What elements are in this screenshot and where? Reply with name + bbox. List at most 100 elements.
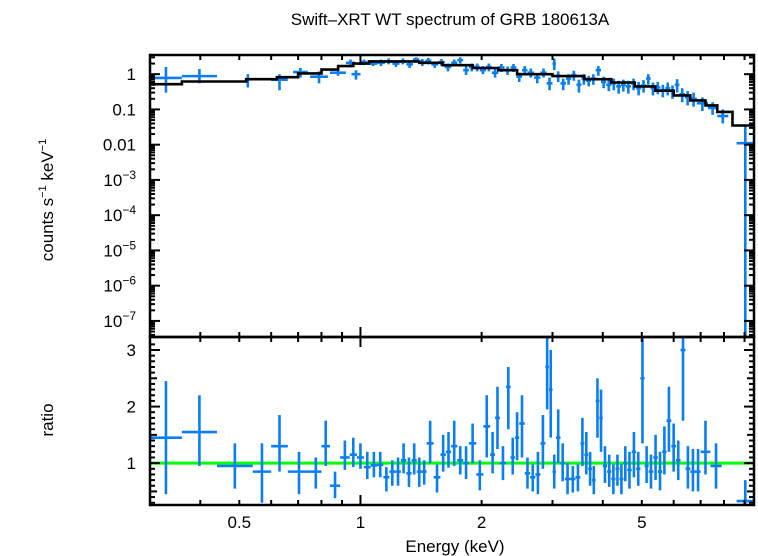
ratio-data-point: [623, 446, 628, 482]
ylabel-counts: counts s: [38, 198, 57, 261]
ratio-data-point: [535, 451, 541, 495]
ratio-data-point: [631, 432, 637, 478]
ratio-data-point: [519, 395, 525, 458]
ratio-data-point: [710, 443, 722, 489]
chart-title: Swift–XRT WT spectrum of GRB 180613A: [291, 10, 610, 29]
ratio-data-point: [400, 443, 407, 474]
x-tick-label: 5: [637, 513, 646, 532]
ratio-data-point: [271, 415, 288, 472]
x-tick-label: 2: [477, 513, 486, 532]
ratio-data-point: [636, 451, 641, 486]
ratio-data-point: [329, 471, 341, 499]
ratio-data-point: [640, 337, 645, 444]
ylabel-kev: keV: [38, 151, 57, 186]
ratio-data-point: [570, 465, 576, 493]
ratio-data-point: [653, 434, 658, 481]
spectrum-data-point: [560, 78, 566, 91]
ratio-data-point: [490, 432, 496, 474]
spectrum-data-point: [463, 66, 469, 75]
ratio-data-point: [680, 337, 686, 421]
ratio-data-point: [607, 454, 612, 487]
ratio-data-point: [440, 434, 446, 472]
ylabel-exp2: −1: [37, 139, 49, 152]
ratio-y-tick-labels: 1 2 3: [127, 341, 136, 473]
ratio-data-point: [421, 460, 427, 485]
ratio-data-point: [595, 378, 600, 438]
ratio-data-point: [575, 464, 581, 492]
ratio-data-point: [411, 443, 417, 475]
ratio-data-point: [619, 464, 624, 495]
ratio-data-point: [514, 412, 520, 461]
ratio-data-point: [499, 446, 507, 481]
ratio-data-point: [700, 420, 711, 475]
y-tick-label: 1: [127, 454, 136, 473]
y-tick-label: 2: [127, 398, 136, 417]
y-tick-label: 0.1: [112, 100, 136, 119]
y-tick-label: 10−5: [103, 238, 136, 260]
ratio-data-point: [340, 440, 350, 470]
spectrum-data-points: [150, 57, 754, 337]
x-axis-label: Energy (keV): [405, 537, 504, 556]
ratio-data-point: [426, 420, 434, 464]
spectrum-data-point: [606, 79, 612, 92]
ratio-data-point: [540, 415, 546, 469]
ratio-data-point: [349, 437, 357, 468]
spectrum-data-point: [665, 82, 671, 96]
ratio-data-point: [666, 386, 672, 452]
ratio-data-point: [383, 467, 390, 492]
spectrum-data-point: [491, 69, 499, 78]
spectrum-data-point: [150, 66, 182, 93]
spectrum-data-point: [576, 79, 582, 93]
ratio-data-point: [150, 381, 182, 495]
ratio-data-point: [495, 386, 500, 449]
y-tick-label: 3: [127, 341, 136, 360]
spectrum-data-point: [351, 70, 361, 80]
spectrum-data-point: [546, 77, 553, 91]
ratio-data-point: [564, 463, 571, 495]
ratio-data-point: [181, 395, 217, 466]
ratio-data-point: [675, 440, 681, 481]
ratio-y-axis-label: ratio: [38, 403, 57, 436]
ratio-plot-frame: [148, 335, 756, 507]
y-tick-label: 10−3: [103, 168, 136, 190]
ratio-data-point: [524, 457, 531, 489]
spectrum-data-point: [645, 74, 651, 85]
ratio-data-point: [416, 457, 422, 487]
ratio-data-point: [552, 454, 556, 489]
ratio-data-point: [611, 464, 616, 495]
ratio-data-points: [150, 337, 754, 505]
ratio-data-point: [356, 443, 364, 469]
ratio-data-point: [406, 457, 412, 487]
ratio-data-point: [287, 451, 311, 495]
ratio-data-point: [584, 432, 589, 475]
ratio-data-point: [457, 446, 464, 475]
y-tick-label: 0.01: [103, 136, 136, 155]
spectrum-data-point: [457, 57, 464, 64]
ratio-data-point: [662, 426, 667, 475]
ratio-data-point: [370, 451, 378, 478]
ylabel-exp1: −1: [37, 185, 49, 198]
y-tick-label: 10−6: [103, 274, 136, 296]
spectrum-y-tick-labels: 1 0.1 0.01 10−3 10−4 10−5 10−6 10−7: [103, 65, 136, 331]
ratio-data-point: [671, 423, 676, 472]
y-tick-label: 10−4: [103, 203, 136, 225]
spectrum-y-axis-label: counts s−1 keV−1: [37, 139, 57, 261]
spectrum-data-point: [736, 125, 754, 337]
spectrum-data-point: [552, 58, 556, 71]
ratio-data-point: [445, 432, 452, 468]
ratio-data-point: [548, 350, 553, 438]
ratio-data-point: [252, 443, 272, 503]
ratio-data-point: [377, 451, 384, 478]
ratio-data-point: [555, 409, 561, 464]
ratio-data-point: [451, 420, 458, 466]
ratio-data-point: [644, 446, 649, 483]
ratio-data-point: [510, 437, 515, 475]
spectrum-data-point: [595, 66, 602, 76]
ratio-data-point: [476, 460, 484, 491]
ratio-data-point: [627, 451, 632, 489]
ratio-data-point: [463, 446, 469, 479]
ratio-data-point: [389, 460, 396, 486]
ratio-data-point: [506, 366, 511, 430]
ratio-data-point: [560, 443, 565, 482]
